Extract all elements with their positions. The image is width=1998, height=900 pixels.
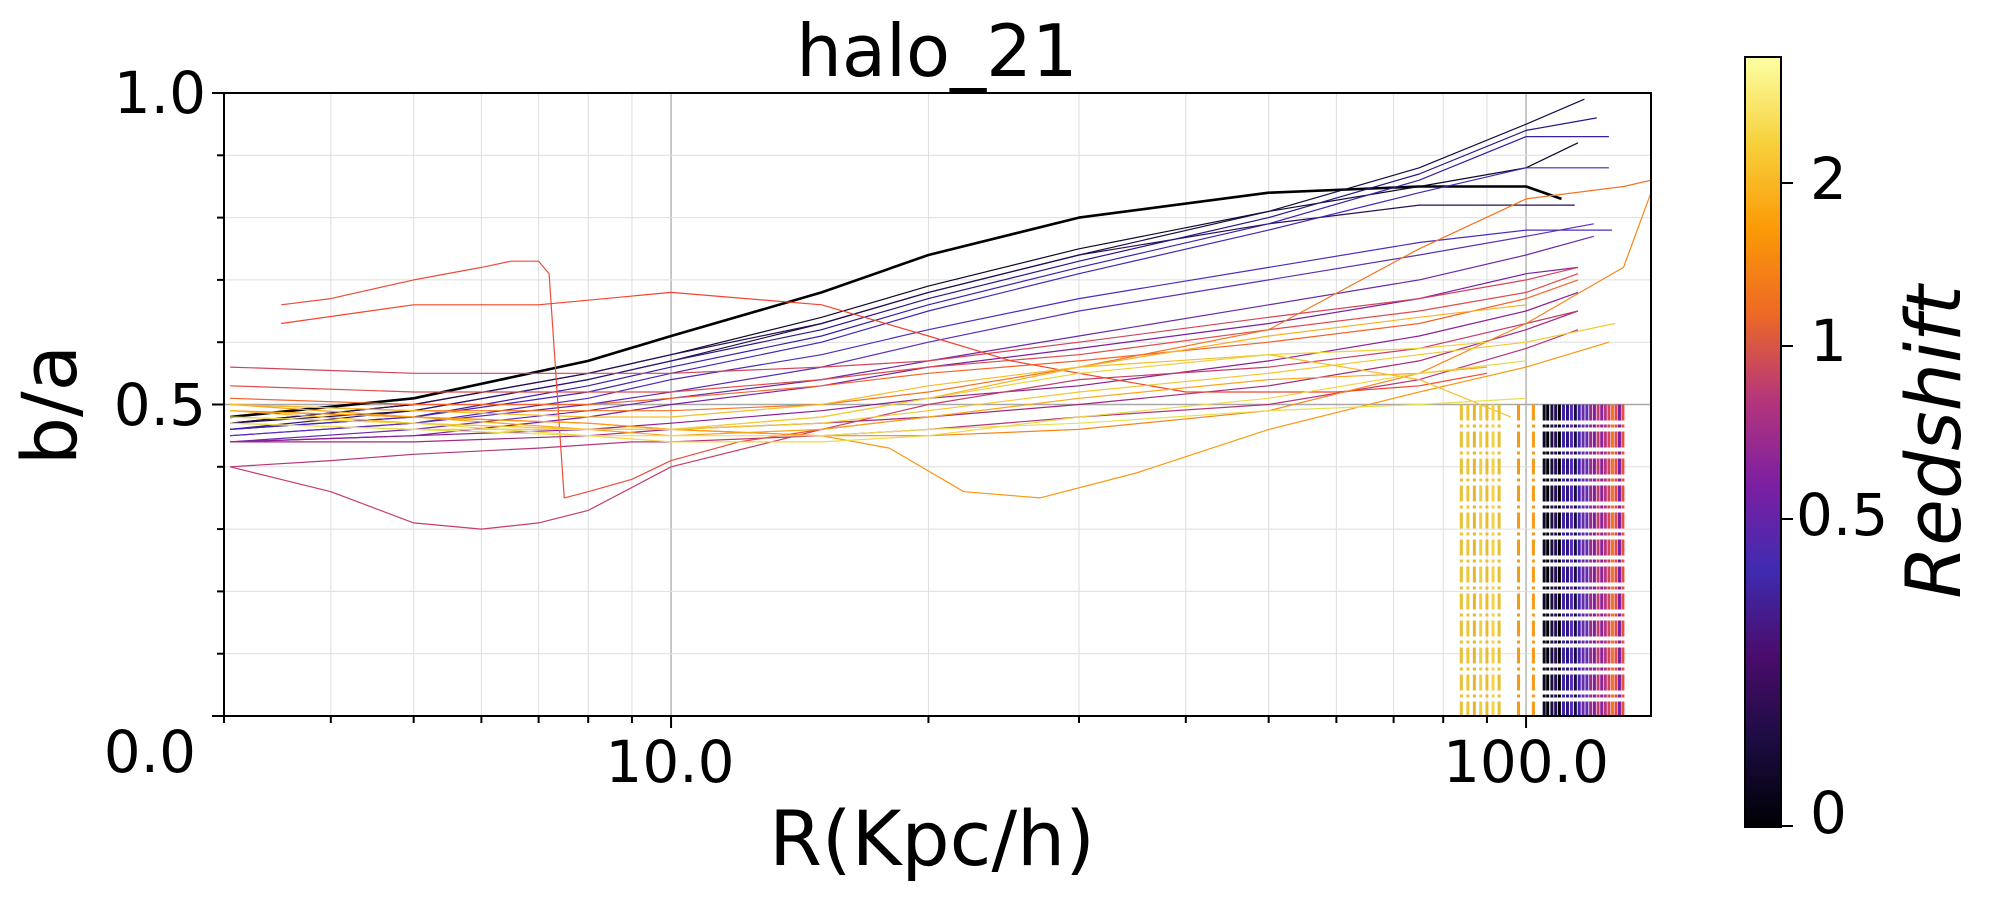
series-line-21	[230, 179, 1651, 412]
series-group	[229, 98, 1651, 530]
y-tick-label-2: 0.5	[114, 371, 206, 439]
colorbar-ticks	[1781, 182, 1793, 827]
chart-title: halo_21	[796, 9, 1077, 93]
y-tick-label-1: 1.0	[114, 59, 206, 127]
series-line-2	[230, 142, 1579, 424]
colorbar-label: Redshift	[1889, 282, 1978, 598]
vertical-marker-group	[1459, 404, 1625, 716]
axis-ticks	[212, 92, 1528, 728]
y-tick-label-3: 0.0	[104, 718, 196, 786]
series-line-4	[230, 204, 1575, 424]
colorbar-tick-label-0-5: 0.5	[1796, 481, 1888, 549]
x-tick-label-10: 10.0	[605, 728, 734, 796]
series-line-17	[230, 273, 1579, 393]
series-line-29	[230, 360, 1527, 443]
series-line-15	[229, 310, 1579, 530]
series-line-20	[230, 279, 1579, 406]
series-line-5	[230, 117, 1597, 430]
colorbar-tick-label-2: 2	[1810, 145, 1847, 213]
series-line-6	[230, 136, 1609, 430]
series-line-30	[230, 397, 1527, 437]
x-axis-label: R(Kpc/h)	[769, 794, 1095, 883]
series-line-7	[230, 167, 1609, 430]
colorbar-tick-label-0: 0	[1810, 779, 1847, 847]
series-line-26	[230, 354, 1512, 418]
series-line-8	[230, 229, 1612, 437]
series-line-23	[230, 341, 1610, 499]
colorbar	[1744, 56, 1782, 828]
series-line-16	[230, 266, 1579, 374]
y-axis-label: b/a	[5, 345, 94, 465]
series-line-24	[230, 366, 1487, 437]
x-tick-label-100: 100.0	[1443, 728, 1609, 796]
series-line-27	[230, 322, 1615, 430]
series-line-19	[281, 291, 1488, 393]
series-line-18	[281, 260, 929, 499]
colorbar-tick-label-1: 1	[1810, 307, 1847, 375]
